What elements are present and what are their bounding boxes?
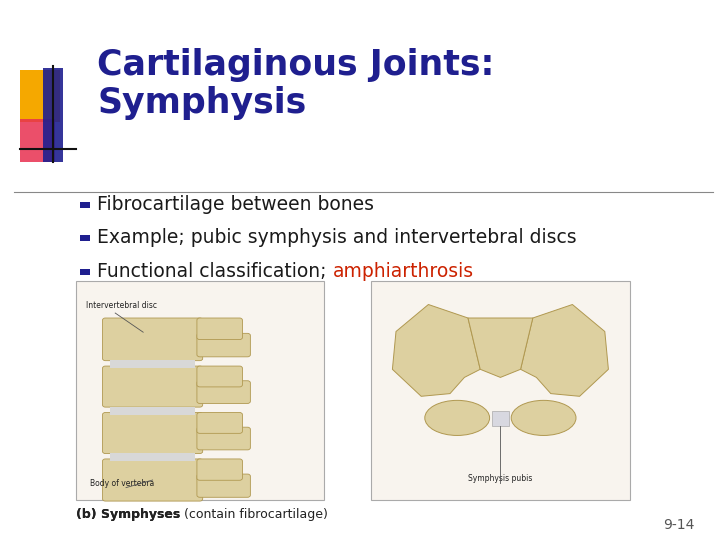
- Ellipse shape: [425, 400, 490, 435]
- Polygon shape: [521, 305, 608, 396]
- FancyBboxPatch shape: [110, 454, 195, 461]
- Text: Symphysis pubis: Symphysis pubis: [468, 474, 533, 483]
- FancyBboxPatch shape: [110, 361, 195, 368]
- FancyBboxPatch shape: [102, 366, 203, 407]
- FancyBboxPatch shape: [43, 68, 63, 162]
- FancyBboxPatch shape: [371, 281, 630, 500]
- Text: 9-14: 9-14: [663, 518, 695, 532]
- Polygon shape: [392, 305, 480, 396]
- Text: Example; pubic symphysis and intervertebral discs: Example; pubic symphysis and interverteb…: [97, 228, 577, 247]
- Ellipse shape: [511, 400, 576, 435]
- Text: Cartilaginous Joints:: Cartilaginous Joints:: [97, 48, 495, 82]
- FancyBboxPatch shape: [110, 407, 195, 415]
- FancyBboxPatch shape: [20, 119, 55, 162]
- FancyBboxPatch shape: [197, 366, 243, 387]
- Text: Functional classification;: Functional classification;: [97, 261, 333, 281]
- FancyBboxPatch shape: [80, 235, 89, 241]
- FancyBboxPatch shape: [197, 381, 251, 403]
- FancyBboxPatch shape: [102, 459, 203, 501]
- FancyBboxPatch shape: [20, 70, 60, 122]
- FancyBboxPatch shape: [80, 202, 89, 208]
- FancyBboxPatch shape: [197, 427, 251, 450]
- Text: (b) Symphyses: (b) Symphyses: [76, 508, 180, 521]
- FancyBboxPatch shape: [102, 413, 203, 454]
- FancyBboxPatch shape: [197, 318, 243, 340]
- Polygon shape: [468, 318, 533, 377]
- Text: amphiarthrosis: amphiarthrosis: [333, 261, 474, 281]
- Text: Intervertebral disc: Intervertebral disc: [86, 301, 158, 310]
- FancyBboxPatch shape: [76, 281, 324, 500]
- FancyBboxPatch shape: [197, 459, 243, 480]
- FancyBboxPatch shape: [197, 474, 251, 497]
- Text: Fibrocartilage between bones: Fibrocartilage between bones: [97, 194, 374, 214]
- FancyBboxPatch shape: [197, 413, 243, 433]
- FancyBboxPatch shape: [80, 269, 89, 275]
- Text: (b) Symphyses: (b) Symphyses: [76, 508, 180, 521]
- Text: Symphysis: Symphysis: [97, 86, 307, 119]
- Text: Body of vertebra: Body of vertebra: [90, 478, 154, 488]
- Text: (contain fibrocartilage): (contain fibrocartilage): [180, 508, 328, 521]
- FancyBboxPatch shape: [492, 411, 509, 426]
- FancyBboxPatch shape: [102, 318, 203, 361]
- FancyBboxPatch shape: [197, 333, 251, 357]
